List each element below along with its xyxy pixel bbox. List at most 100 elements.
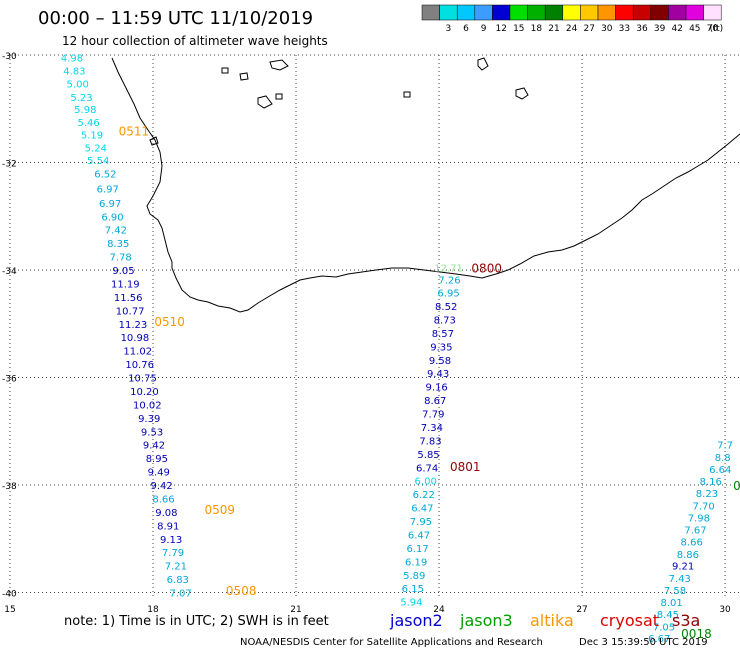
longitude-tick-label: 30	[719, 605, 731, 615]
wave-height-value: 6.47	[411, 504, 433, 515]
colorbar-tick-label: 15	[513, 24, 524, 34]
wave-height-value: 5.23	[70, 93, 92, 104]
island-shape	[477, 57, 489, 71]
footer-timestamp: Dec 3 15:39:50 UTC 2019	[579, 637, 708, 648]
wave-height-value: 7.7	[717, 441, 733, 452]
wave-height-value: 6.22	[413, 490, 435, 501]
wave-height-value: 6.97	[97, 184, 119, 195]
wave-height-value: 9.05	[112, 266, 134, 277]
island-shape	[257, 95, 273, 109]
colorbar-swatch	[703, 4, 722, 21]
wave-height-value: 4.83	[63, 67, 85, 78]
altimeter-tracks: 4.98 4.835.00 5.235.98 5.46 5.195.24 5.54 6.52…	[61, 54, 733, 646]
colorbar-swatch	[492, 4, 511, 21]
colorbar-swatch	[685, 4, 704, 21]
longitude-tick-label: 15	[4, 605, 15, 615]
wave-height-value: 8.52	[435, 302, 457, 313]
legend-entry: s3a	[672, 611, 700, 630]
colorbar-swatch	[615, 4, 634, 21]
wave-height-value: 9.58	[429, 356, 451, 367]
wave-height-value: 5.98	[74, 105, 96, 116]
colorbar-swatch	[650, 4, 669, 21]
wave-height-value: 6.15	[402, 584, 424, 595]
latitude-tick-label: -38	[2, 482, 17, 492]
island-shape	[515, 87, 529, 100]
wave-height-value: 6.00	[415, 477, 437, 488]
wave-height-value: 5.54	[87, 156, 109, 167]
island-shape	[403, 91, 411, 98]
wave-height-value: 9.16	[426, 383, 448, 394]
wave-height-value: 8.86	[677, 550, 699, 561]
wave-height-value: 8.66	[681, 537, 703, 548]
footer-note: note: 1) Time is in UTC; 2) SWH is in fe…	[64, 614, 329, 629]
colorbar-swatch	[632, 4, 652, 21]
colorbar-swatch	[439, 4, 458, 21]
wave-height-value: 5.89	[403, 571, 425, 582]
longitude-tick-label: 24	[433, 605, 445, 615]
colorbar-tick-label: 3	[446, 24, 452, 34]
wave-height-value: 11.19	[111, 279, 140, 290]
wave-height-value: 5.19	[81, 131, 103, 142]
wave-height-value: 12.71	[434, 263, 463, 274]
colorbar-unit-label: (ft)	[710, 24, 724, 34]
colorbar-swatch	[597, 4, 616, 21]
wave-height-value: 9.21	[672, 562, 694, 573]
colorbar-tick-label: 27	[583, 24, 594, 34]
wave-height-value: 7.79	[162, 548, 184, 559]
wave-height-value: 6.83	[167, 575, 189, 586]
wave-height-value: 8.57	[432, 329, 454, 340]
longitude-tick-label: 18	[147, 605, 159, 615]
colorbar-swatch	[421, 4, 440, 21]
wave-height-value: 5.85	[417, 450, 439, 461]
wave-height-value: 10.20	[130, 387, 159, 398]
map-subtitle: 12 hour collection of altimeter wave hei…	[62, 34, 328, 48]
colorbar-swatch	[562, 4, 581, 21]
pass-time-label: 0800	[471, 261, 502, 275]
wave-height-value: 10.02	[133, 400, 162, 411]
colorbar-swatch	[668, 4, 687, 21]
wave-height-value: 7.78	[109, 253, 131, 264]
colorbar-tick-label: 45	[689, 24, 700, 34]
wave-height-value: 6.97	[99, 199, 121, 210]
wave-height-value: 7.34	[421, 423, 443, 434]
wave-height-value: 10.75	[128, 374, 157, 385]
longitude-tick-labels: 15 18 21 24 27 30	[4, 605, 731, 615]
wave-height-value: 7.83	[419, 436, 441, 447]
pass-time-label: 0508	[226, 584, 257, 598]
wave-height-value: 9.43	[427, 369, 449, 380]
latitude-tick-label: -40	[2, 590, 17, 600]
colorbar-swatch	[544, 4, 564, 21]
wave-height-value: 6.19	[405, 557, 427, 568]
wave-height-value: 7.70	[692, 501, 714, 512]
latitude-tick-label: -36	[2, 375, 17, 385]
wave-height-value: 6.17	[406, 544, 428, 555]
wave-height-value: 10.76	[125, 360, 154, 371]
wave-height-value: 8.91	[157, 521, 179, 532]
wave-height-value: 7.79	[422, 410, 444, 421]
wave-height-value: 5.46	[78, 118, 100, 129]
wave-height-value: 7.67	[684, 526, 706, 537]
island-shape	[239, 72, 249, 81]
lat-lon-grid	[9, 54, 740, 598]
colorbar-tick-label: 9	[481, 24, 487, 34]
island-shape	[275, 93, 283, 100]
satellite-legend: jason2 jason3 altika cryosat s3a	[389, 611, 700, 630]
wave-height-value: 7.05	[653, 622, 675, 633]
colorbar-swatch	[509, 4, 528, 21]
wave-height-value: 7.98	[688, 513, 710, 524]
wave-height-value: 6.64	[709, 465, 731, 476]
longitude-tick-label: 27	[576, 605, 587, 615]
wave-height-value: 6.90	[101, 212, 123, 223]
wave-height-value: 7.58	[664, 586, 686, 597]
colorbar-tick-label: 42	[671, 24, 682, 34]
latitude-tick-label: -34	[2, 267, 17, 277]
legend-entry: jason2	[389, 611, 443, 630]
colorbar-swatch	[456, 4, 476, 21]
colorbar-tick-label: 39	[654, 24, 666, 34]
wave-height-value: 9.39	[138, 414, 160, 425]
colorbar-tick-label: 12	[495, 24, 506, 34]
wave-height-value: 7.43	[669, 574, 691, 585]
legend-entry: jason3	[459, 611, 513, 630]
wave-height-value: 8.01	[661, 598, 683, 609]
